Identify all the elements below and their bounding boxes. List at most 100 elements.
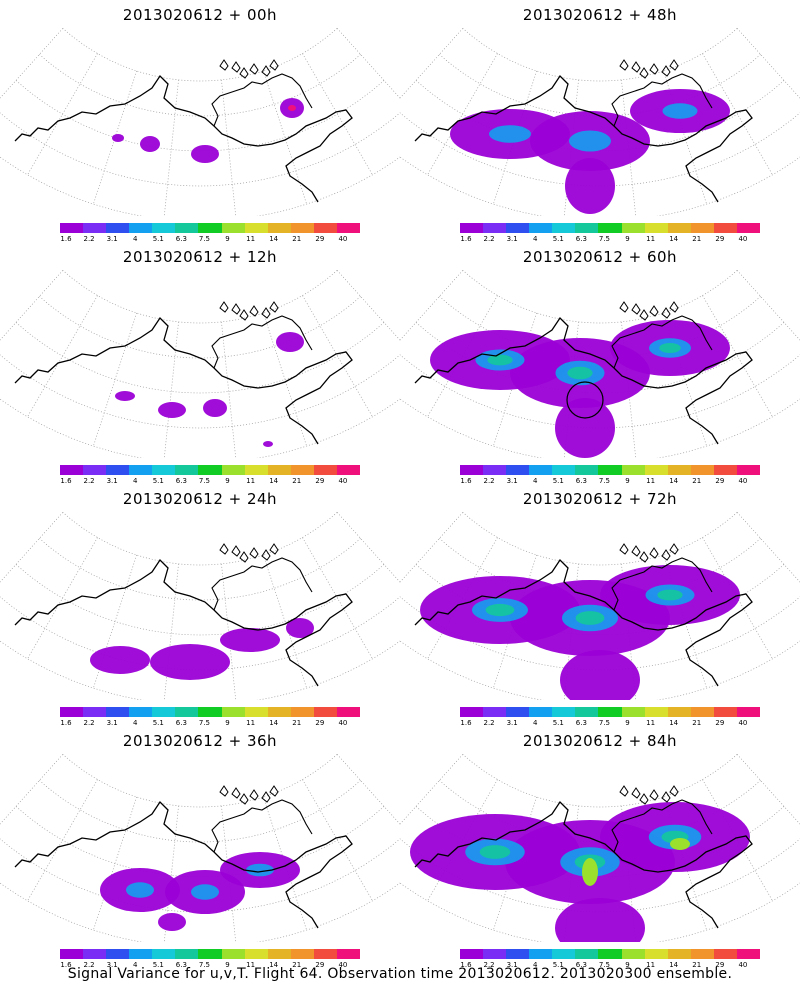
colorbar-swatch: [552, 707, 576, 717]
colorbar-tick-label: 5.1: [152, 961, 164, 969]
colorbar-swatch: [598, 465, 622, 475]
colorbar-swatch: [483, 949, 507, 959]
colorbar-tick-label: 1.6: [460, 719, 472, 727]
colorbar-tick-label: 3.1: [506, 477, 518, 485]
colorbar-swatch: [129, 707, 153, 717]
panel-title: 2013020612 + 12h: [122, 248, 278, 266]
colorbar-tick-label: 11: [646, 719, 656, 727]
colorbar-tick-label: 2.2: [83, 235, 95, 243]
colorbar-tick-label: 7.5: [198, 477, 211, 485]
colorbar-swatch: [198, 707, 222, 717]
colorbar-tick-label: 21: [292, 235, 302, 243]
colorbar-swatch: [60, 707, 84, 717]
colorbar-ticks: 1.6 2.2 3.1 4 5.1 6.3 7.5 9 11 14 21 29 40: [448, 719, 768, 729]
colorbar-tick-label: 21: [692, 235, 702, 243]
colorbar-swatch: [667, 223, 691, 233]
colorbar-tick-label: 3.1: [506, 235, 518, 243]
colorbar-swatch: [244, 223, 268, 233]
panel-title: 2013020612 + 24h: [122, 490, 278, 508]
colorbar-tick-label: 2.2: [483, 235, 495, 243]
colorbar-tick-label: 14: [669, 235, 679, 243]
colorbar-tick-label: 6.3: [175, 961, 187, 969]
colorbar-swatch: [175, 949, 199, 959]
colorbar-swatch: [690, 949, 714, 959]
colorbar-swatch: [290, 223, 314, 233]
colorbar-swatch: [621, 223, 645, 233]
colorbar-tick-label: 29: [715, 961, 725, 969]
colorbar-tick-label: 3.1: [106, 477, 118, 485]
colorbar-swatch: [506, 707, 530, 717]
colorbar-tick-label: 7.5: [598, 719, 611, 727]
colorbar-tick-label: 2.2: [483, 477, 495, 485]
colorbar-ticks: 1.6 2.2 3.1 4 5.1 6.3 7.5 9 11 14 21 29 40: [448, 235, 768, 245]
colorbar-swatch: [244, 707, 268, 717]
panel-title: 2013020612 + 36h: [122, 732, 278, 750]
colorbar-tick-label: 7.5: [598, 961, 611, 969]
colorbar-tick-label: 5.1: [552, 719, 564, 727]
colorbar-swatch: [221, 223, 245, 233]
colorbar-tick-label: 7.5: [598, 235, 611, 243]
colorbar-swatch: [152, 707, 176, 717]
colorbar-swatch: [621, 949, 645, 959]
colorbar-ticks: 1.6 2.2 3.1 4 5.1 6.3 7.5 9 11 14 21 29 40: [448, 477, 768, 487]
colorbar-tick-label: 21: [692, 719, 702, 727]
colorbar-swatch: [152, 949, 176, 959]
colorbar-swatch: [644, 707, 668, 717]
colorbar-swatch: [529, 707, 553, 717]
colorbar-swatch: [198, 465, 222, 475]
colorbar-swatch: [60, 223, 84, 233]
colorbar-swatch: [336, 949, 361, 959]
variance-map: [400, 754, 800, 942]
colorbar-tick-label: 1.6: [60, 235, 72, 243]
colorbar-swatch: [129, 465, 153, 475]
colorbar-swatch: [290, 465, 314, 475]
colorbar-swatch: [336, 465, 361, 475]
colorbar-tick-label: 9: [225, 235, 230, 243]
colorbar-swatch: [83, 707, 107, 717]
colorbar-swatch: [644, 223, 668, 233]
colorbar-tick-label: 40: [338, 235, 348, 243]
colorbar: [460, 949, 761, 959]
colorbar-tick-label: 9: [225, 961, 230, 969]
colorbar-swatch: [129, 223, 153, 233]
colorbar-swatch: [575, 223, 599, 233]
colorbar-tick-label: 4: [532, 961, 538, 969]
colorbar-swatch: [621, 707, 645, 717]
colorbar-tick-label: 1.6: [60, 719, 72, 727]
colorbar-swatch: [106, 707, 130, 717]
colorbar-swatch: [621, 465, 645, 475]
colorbar-tick-label: 1.6: [60, 477, 72, 485]
colorbar-tick-label: 40: [338, 719, 348, 727]
colorbar-tick-label: 21: [692, 961, 702, 969]
colorbar-swatch: [736, 223, 761, 233]
colorbar-tick-label: 6.3: [575, 477, 587, 485]
coastline: [14, 785, 353, 929]
colorbar-swatch: [83, 465, 107, 475]
colorbar-tick-label: 3.1: [106, 961, 118, 969]
colorbar-tick-label: 5.1: [552, 477, 564, 485]
colorbar-tick-label: 29: [715, 235, 725, 243]
colorbar-tick-label: 2.2: [83, 961, 95, 969]
forecast-panel: 2013020612 + 72h 1.6 2.2 3.1 4 5.1 6.3 7.5 9 11 14…: [400, 484, 800, 727]
colorbar-swatch: [506, 465, 530, 475]
colorbar-tick-label: 9: [225, 719, 230, 727]
colorbar-tick-label: 1.6: [60, 961, 72, 969]
coastline: [414, 543, 753, 687]
colorbar-swatch: [575, 949, 599, 959]
colorbar-ticks: 1.6 2.2 3.1 4 5.1 6.3 7.5 9 11 14 21 29 40: [48, 477, 368, 487]
colorbar-tick-label: 4: [532, 719, 538, 727]
colorbar-swatch: [460, 949, 484, 959]
colorbar-tick-label: 14: [269, 961, 279, 969]
colorbar-tick-label: 4: [132, 719, 138, 727]
colorbar-tick-label: 21: [292, 719, 302, 727]
colorbar-tick-label: 14: [269, 719, 279, 727]
colorbar-swatch: [483, 223, 507, 233]
colorbar-swatch: [313, 949, 337, 959]
colorbar: [460, 223, 761, 233]
colorbar-tick-label: 11: [646, 477, 656, 485]
colorbar-ticks: 1.6 2.2 3.1 4 5.1 6.3 7.5 9 11 14 21 29 40: [48, 961, 368, 971]
colorbar-swatch: [552, 223, 576, 233]
colorbar-swatch: [667, 949, 691, 959]
colorbar-swatch: [267, 223, 291, 233]
colorbar-tick-label: 5.1: [552, 235, 564, 243]
